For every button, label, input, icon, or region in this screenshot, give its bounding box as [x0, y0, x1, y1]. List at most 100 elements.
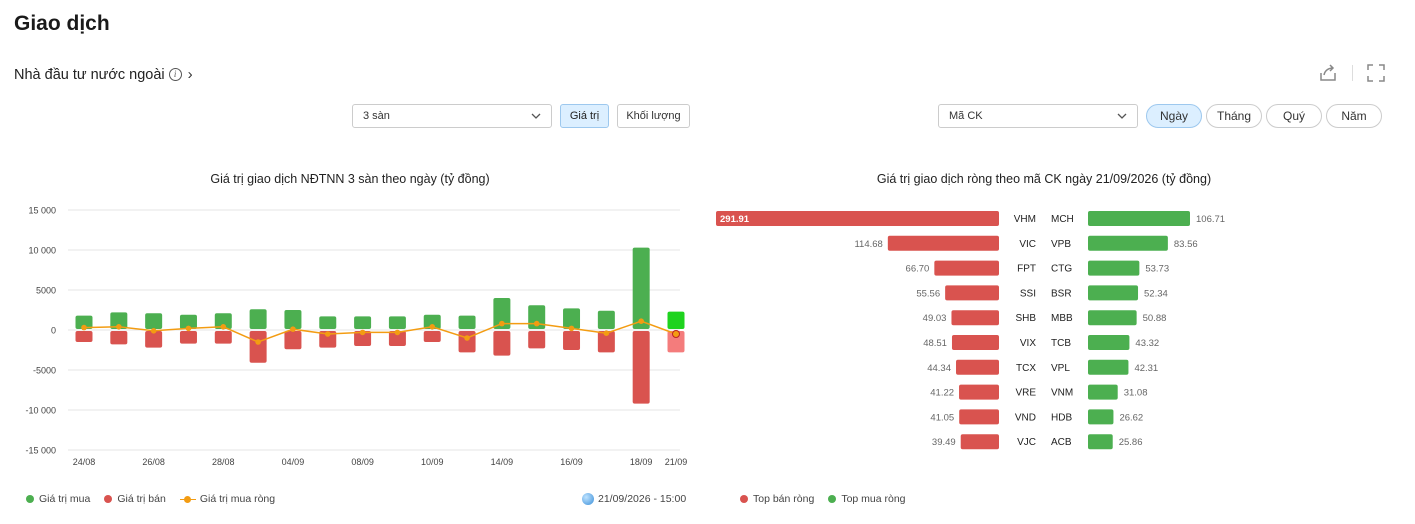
sell-value-label: 66.70 — [906, 264, 930, 275]
net-point — [255, 339, 261, 345]
buy-bar — [110, 312, 128, 329]
buy-bar — [1088, 409, 1114, 425]
x-tick-label: 14/09 — [491, 457, 514, 467]
x-tick-label: 26/08 — [142, 457, 165, 467]
sell-bar — [145, 331, 163, 348]
net-point — [394, 329, 401, 336]
sell-bar — [959, 409, 999, 425]
y-tick-label: -15 000 — [25, 446, 56, 456]
buy-value-label: 31.08 — [1124, 388, 1148, 399]
exchange-select[interactable]: 3 sàn — [352, 104, 552, 128]
x-tick-label: 16/09 — [560, 457, 583, 467]
toolbar-divider — [1352, 65, 1353, 81]
fullscreen-icon[interactable] — [1367, 64, 1385, 82]
buy-bar — [1088, 285, 1139, 301]
legend-label: Top bán ròng — [753, 493, 815, 505]
period-quarter-button[interactable]: Quý — [1266, 104, 1322, 128]
sell-ticker-label: TCX — [1016, 363, 1036, 374]
buy-ticker-label: BSR — [1051, 288, 1072, 299]
share-icon[interactable] — [1318, 64, 1338, 82]
section-title[interactable]: Nhà đầu tư nước ngoài i › — [14, 66, 193, 83]
period-year-button[interactable]: Năm — [1326, 104, 1382, 128]
sell-value-label: 41.05 — [930, 412, 954, 423]
x-tick-label: 18/09 — [630, 457, 653, 467]
sell-bar — [284, 331, 302, 350]
y-tick-label: -10 000 — [25, 406, 56, 416]
buy-bar — [249, 309, 267, 329]
buy-value-label: 26.62 — [1119, 412, 1143, 423]
sell-ticker-label: VHM — [1014, 214, 1036, 225]
sell-ticker-label: FPT — [1017, 264, 1036, 275]
buy-bar — [1088, 434, 1113, 450]
buy-ticker-label: ACB — [1051, 437, 1072, 448]
buy-bar — [1088, 335, 1130, 350]
buy-ticker-label: MCH — [1051, 214, 1074, 225]
info-icon[interactable]: i — [168, 68, 182, 81]
net-point — [429, 324, 436, 330]
sell-ticker-label: VND — [1015, 412, 1036, 423]
sell-value-label: 291.91 — [720, 214, 750, 225]
legend-item-sell[interactable]: Giá trị bán — [104, 493, 166, 505]
sell-bar — [528, 331, 546, 349]
y-tick-label: 10 000 — [28, 246, 56, 256]
net-point — [220, 324, 227, 330]
volume-button[interactable]: Khối lượng — [617, 104, 690, 128]
net-point — [81, 324, 87, 331]
y-tick-label: 5000 — [36, 286, 56, 296]
buy-ticker-label: VPL — [1051, 363, 1070, 374]
buy-ticker-label: VPB — [1051, 239, 1071, 250]
left-chart-legend: Giá trị mua Giá trị bán Giá trị mua ròng — [26, 493, 289, 505]
chevron-right-icon[interactable]: › — [187, 66, 193, 83]
buy-bar — [597, 310, 615, 329]
buy-value-label: 25.86 — [1119, 437, 1143, 448]
x-tick-label: 21/09 — [665, 457, 688, 467]
sell-bar — [319, 331, 337, 348]
globe-icon — [582, 493, 594, 505]
buy-bar — [319, 316, 337, 329]
value-button[interactable]: Giá trị — [560, 104, 609, 128]
ticker-select-value: Mã CK — [949, 110, 983, 122]
legend-item-net[interactable]: Giá trị mua ròng — [179, 493, 275, 505]
sell-bar — [179, 331, 197, 344]
period-day-button[interactable]: Ngày — [1146, 104, 1202, 128]
net-point — [638, 318, 644, 324]
buy-value-label: 43.32 — [1135, 338, 1159, 349]
sell-ticker-label: VRE — [1015, 388, 1036, 399]
sell-bar — [75, 331, 93, 342]
buy-ticker-label: MBB — [1051, 313, 1073, 324]
x-tick-label: 10/09 — [421, 457, 444, 467]
legend-item-top-sell[interactable]: Top bán ròng — [740, 493, 814, 505]
buy-value-label: 83.56 — [1174, 239, 1198, 250]
legend-item-buy[interactable]: Giá trị mua — [26, 493, 90, 505]
x-tick-label: 24/08 — [73, 457, 96, 467]
right-chart-title: Giá trị giao dịch ròng theo mã CK ngày 2… — [876, 172, 1212, 186]
buy-bar — [284, 310, 302, 329]
sell-bar — [354, 331, 372, 346]
period-month-button[interactable]: Tháng — [1206, 104, 1262, 128]
sell-bar — [110, 331, 128, 345]
legend-item-top-buy[interactable]: Top mua ròng — [828, 493, 906, 505]
chevron-down-icon — [1117, 113, 1127, 119]
net-point — [150, 328, 157, 334]
sell-value-label: 49.03 — [923, 313, 947, 324]
buy-bar — [214, 313, 232, 329]
net-point — [603, 330, 610, 336]
sell-bar — [423, 331, 441, 342]
buy-bar — [354, 316, 372, 329]
timestamp-text: 21/09/2026 - 15:00 — [598, 493, 687, 505]
y-tick-label: 0 — [51, 326, 56, 336]
sell-value-label: 44.34 — [927, 363, 951, 374]
sell-value-label: 39.49 — [932, 437, 956, 448]
exchange-select-value: 3 sàn — [363, 110, 390, 122]
sell-bar — [960, 434, 999, 450]
buy-ticker-label: HDB — [1051, 412, 1072, 423]
left-chart-title: Giá trị giao dịch NĐTNN 3 sàn theo ngày … — [210, 172, 490, 186]
page-title: Giao dịch — [14, 12, 110, 35]
sell-bar — [951, 335, 999, 350]
net-point — [324, 331, 331, 337]
sell-ticker-label: VIX — [1020, 338, 1036, 349]
buy-ticker-label: CTG — [1051, 264, 1072, 275]
sell-bar — [716, 211, 999, 226]
sell-value-label: 55.56 — [916, 288, 940, 299]
ticker-select[interactable]: Mã CK — [938, 104, 1138, 128]
